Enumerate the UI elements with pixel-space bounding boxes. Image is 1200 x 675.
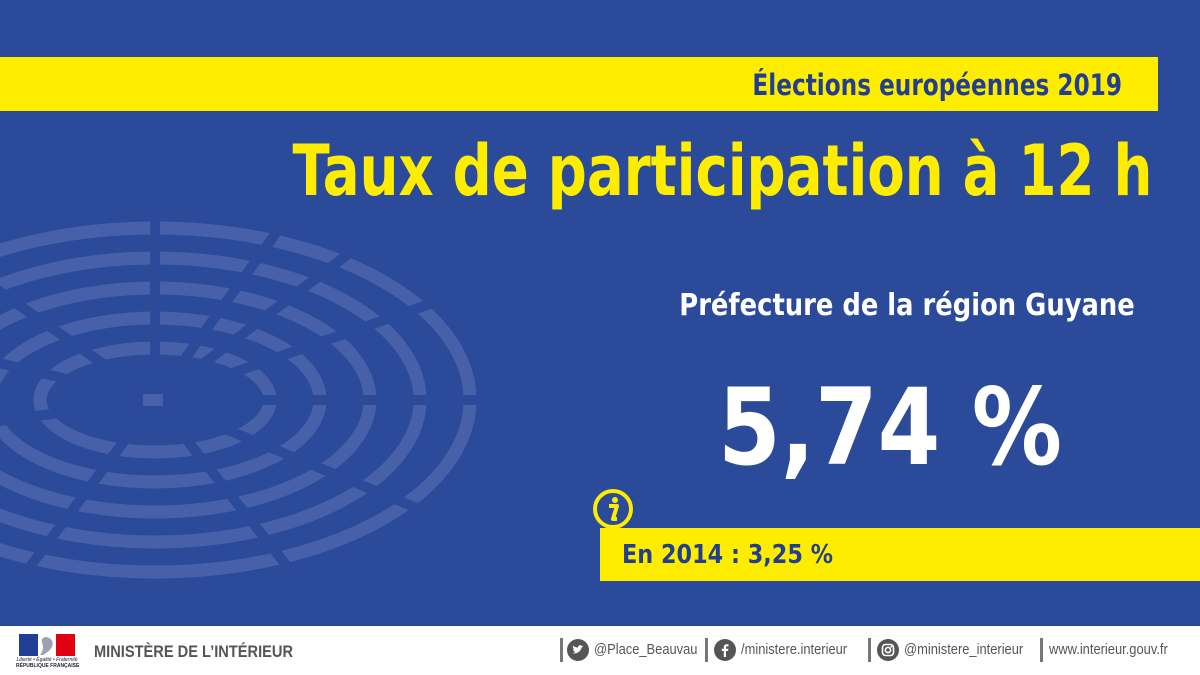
facebook-icon[interactable]: [714, 639, 736, 661]
election-banner: [0, 57, 1158, 111]
participation-rate: 5,74 %: [718, 366, 1062, 489]
marianne-flag-icon: [19, 634, 75, 656]
footer-separator: [868, 638, 871, 662]
footer-separator: [705, 638, 708, 662]
previous-result-banner: [600, 528, 1200, 581]
logo-republic: RÉPUBLIQUE FRANÇAISE: [16, 663, 80, 669]
logo-motto: Liberté • Égalité • Fraternité: [16, 657, 78, 663]
hemicycle-icon: [0, 221, 477, 579]
footer-separator: [560, 638, 563, 662]
footer-separator: [1040, 638, 1043, 662]
twitter-link[interactable]: @Place_Beauvau: [594, 641, 698, 658]
facebook-link[interactable]: /ministere.interieur: [741, 641, 848, 658]
ministry-name: MINISTÈRE DE L’INTÉRIEUR: [94, 642, 294, 661]
instagram-link[interactable]: @ministere_interieur: [904, 641, 1024, 658]
footer: [0, 626, 1200, 675]
previous-result-label: En 2014 : 3,25 %: [622, 540, 834, 570]
region-name: Préfecture de la région Guyane: [679, 288, 1135, 323]
election-label: Élections européennes 2019: [752, 68, 1122, 102]
twitter-icon[interactable]: [567, 639, 589, 661]
info-icon: [593, 489, 633, 529]
page-title: Taux de participation à 12 h: [292, 130, 1152, 212]
instagram-icon[interactable]: [877, 639, 899, 661]
website-link[interactable]: www.interieur.gouv.fr: [1049, 641, 1168, 658]
republic-logo: Liberté • Égalité • Fraternité RÉPUBLIQU…: [16, 634, 80, 670]
